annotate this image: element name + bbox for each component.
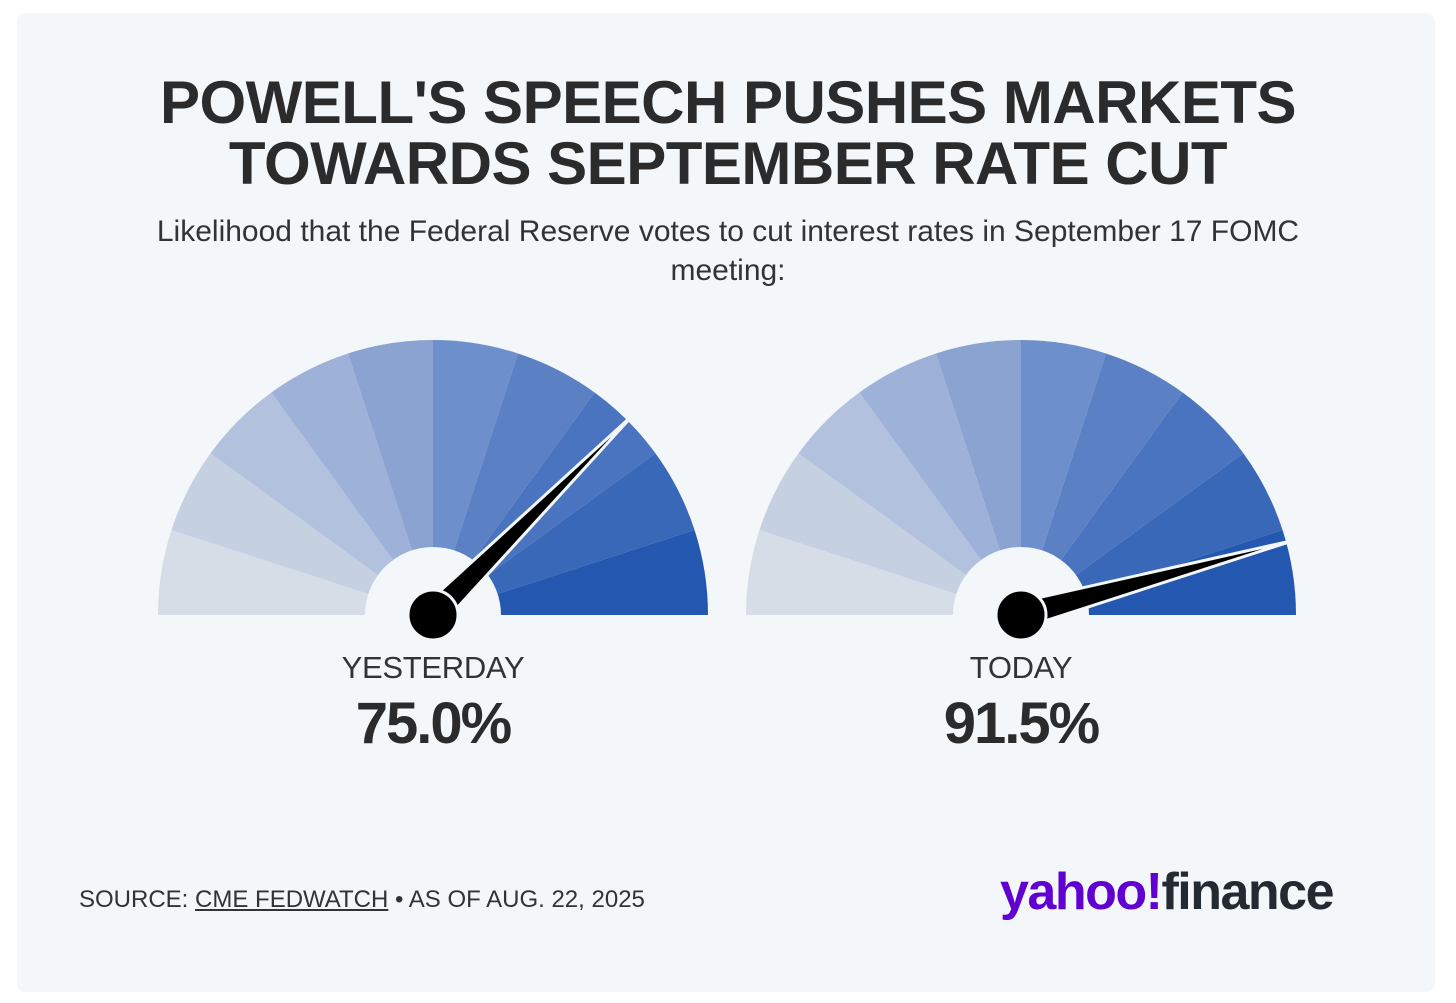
- yahoo-finance-logo[interactable]: yahoo!finance: [1000, 862, 1335, 922]
- gauge-segment: [433, 453, 695, 615]
- gauge-value-today: 91.5%: [943, 691, 1100, 756]
- source-date: • AS OF AUG. 22, 2025: [395, 886, 645, 913]
- gauge-segment: [348, 340, 433, 615]
- chart-title: POWELL'S SPEECH PUSHES MARKETS TOWARDS S…: [0, 72, 1456, 194]
- gauge-segment: [210, 392, 433, 615]
- gauge-segment: [158, 530, 433, 615]
- gauge-segment: [1021, 392, 1244, 615]
- logo-finance: finance: [1161, 863, 1334, 921]
- gauge-today: [744, 340, 1298, 683]
- gauge-needle-pivot: [406, 588, 460, 642]
- chart-subtitle: Likelihood that the Federal Reserve vote…: [156, 215, 1300, 287]
- gauge-label-yesterday: YESTERDAY: [341, 650, 525, 685]
- gauge-segment: [1021, 353, 1183, 615]
- gauge-segment: [433, 530, 708, 615]
- gauge-segment: [798, 392, 1021, 615]
- gauge-segment: [271, 353, 433, 615]
- gauge-value-yesterday: 75.0%: [355, 691, 512, 756]
- logo-yahoo: yahoo!: [1000, 863, 1163, 921]
- title-line-1: POWELL'S SPEECH PUSHES MARKETS: [159, 69, 1297, 136]
- gauge-label-today: TODAY: [969, 650, 1073, 685]
- source-prefix: SOURCE:: [79, 886, 189, 913]
- gauge-segment: [936, 340, 1021, 615]
- source-link[interactable]: CME FEDWATCH: [195, 886, 389, 913]
- gauge-segment: [759, 453, 1021, 615]
- source-note: SOURCE: CME FEDWATCH • AS OF AUG. 22, 20…: [79, 886, 645, 914]
- gauge-segment: [746, 530, 1021, 615]
- gauge-segment: [859, 353, 1021, 615]
- gauge-segment: [433, 353, 595, 615]
- gauge-segment: [171, 453, 433, 615]
- gauge-segment: [1021, 340, 1106, 615]
- gauge-segment: [433, 340, 518, 615]
- gauge-needle-pivot: [994, 588, 1048, 642]
- title-line-2: TOWARDS SEPTEMBER RATE CUT: [228, 130, 1228, 197]
- gauge-yesterday: [156, 340, 710, 683]
- gauge-segment: [1021, 453, 1283, 615]
